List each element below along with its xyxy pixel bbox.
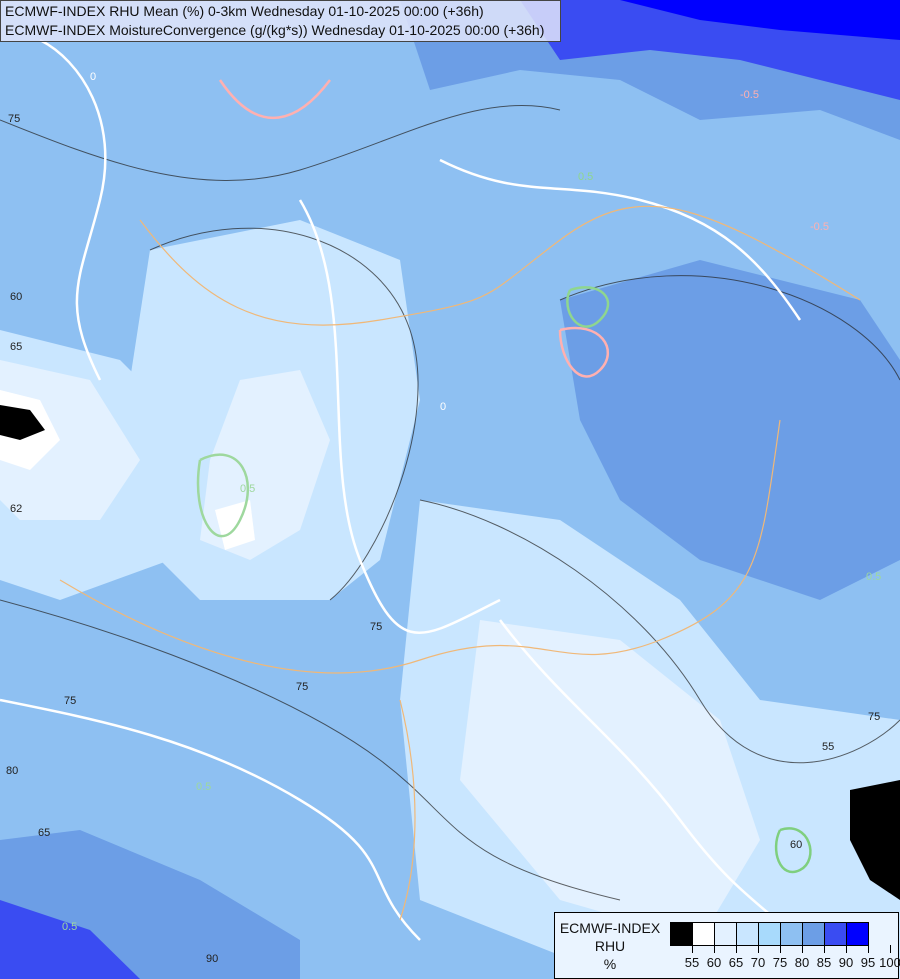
legend-tick bbox=[758, 945, 759, 953]
svg-text:75: 75 bbox=[370, 621, 382, 633]
legend-swatch bbox=[715, 923, 737, 945]
svg-text:60: 60 bbox=[790, 839, 802, 851]
legend-tick bbox=[890, 945, 891, 953]
legend-tick-label: 75 bbox=[772, 955, 788, 970]
legend-tick-label: 65 bbox=[728, 955, 744, 970]
legend-unit: % bbox=[603, 956, 617, 972]
color-legend: ECMWF-INDEX RHU % 55 60 65 70 75 80 85 90 95 100 bbox=[554, 912, 900, 979]
svg-text:60: 60 bbox=[10, 291, 22, 303]
legend-tick bbox=[736, 945, 737, 953]
svg-text:65: 65 bbox=[10, 341, 22, 353]
svg-text:0.5: 0.5 bbox=[240, 483, 255, 495]
svg-text:0.5: 0.5 bbox=[866, 571, 881, 583]
svg-text:75: 75 bbox=[8, 113, 20, 125]
legend-swatch bbox=[803, 923, 825, 945]
svg-text:75: 75 bbox=[296, 681, 308, 693]
legend-swatch bbox=[671, 923, 693, 945]
svg-text:0: 0 bbox=[440, 401, 446, 413]
contour-labels: 75 0 0.5 65 0 60 62 75 0.5 -0.5 -0.5 0.5… bbox=[6, 71, 881, 965]
legend-swatch bbox=[759, 923, 781, 945]
legend-variable: RHU bbox=[594, 938, 626, 954]
legend-tick-label: 60 bbox=[706, 955, 722, 970]
svg-text:0.5: 0.5 bbox=[196, 781, 211, 793]
legend-tick-label: 70 bbox=[750, 955, 766, 970]
svg-text:75: 75 bbox=[868, 711, 880, 723]
legend-tick bbox=[780, 945, 781, 953]
legend-swatch bbox=[781, 923, 803, 945]
map-title: ECMWF-INDEX RHU Mean (%) 0-3km Wednesday… bbox=[0, 0, 561, 42]
legend-tick bbox=[692, 945, 693, 953]
svg-text:65: 65 bbox=[38, 827, 50, 839]
svg-text:0: 0 bbox=[90, 71, 96, 83]
legend-tick-label: 90 bbox=[838, 955, 854, 970]
legend-tick bbox=[714, 945, 715, 953]
legend-tick-label: 100 bbox=[879, 955, 900, 970]
legend-swatch bbox=[693, 923, 715, 945]
svg-text:-0.5: -0.5 bbox=[810, 221, 829, 233]
moisture-convergence-contours bbox=[0, 38, 821, 961]
legend-swatch bbox=[847, 923, 868, 945]
svg-text:80: 80 bbox=[6, 765, 18, 777]
legend-swatches bbox=[670, 922, 869, 946]
svg-text:62: 62 bbox=[10, 503, 22, 515]
legend-title: ECMWF-INDEX bbox=[559, 920, 661, 936]
svg-text:55: 55 bbox=[822, 741, 834, 753]
legend-tick-label: 80 bbox=[794, 955, 810, 970]
rhu-contours bbox=[0, 104, 900, 901]
legend-swatch bbox=[825, 923, 847, 945]
legend-tick-label: 95 bbox=[860, 955, 876, 970]
title-line-moisture-convergence: ECMWF-INDEX MoistureConvergence (g/(kg*s… bbox=[5, 22, 545, 38]
legend-tick bbox=[802, 945, 803, 953]
legend-tick-label: 55 bbox=[684, 955, 700, 970]
legend-tick bbox=[846, 945, 847, 953]
legend-tick bbox=[824, 945, 825, 953]
borders bbox=[59, 205, 861, 921]
legend-tick bbox=[868, 945, 869, 953]
legend-swatch bbox=[737, 923, 759, 945]
legend-ticks: 55 60 65 70 75 80 85 90 95 100 bbox=[670, 945, 900, 975]
svg-text:0.5: 0.5 bbox=[578, 171, 593, 183]
legend-tick-label: 85 bbox=[816, 955, 832, 970]
svg-text:0.5: 0.5 bbox=[62, 921, 77, 933]
svg-text:75: 75 bbox=[64, 695, 76, 707]
legend-label: ECMWF-INDEX RHU % bbox=[557, 919, 663, 973]
svg-text:90: 90 bbox=[206, 953, 218, 965]
title-line-rhu: ECMWF-INDEX RHU Mean (%) 0-3km Wednesday… bbox=[5, 3, 484, 19]
svg-text:-0.5: -0.5 bbox=[740, 89, 759, 101]
